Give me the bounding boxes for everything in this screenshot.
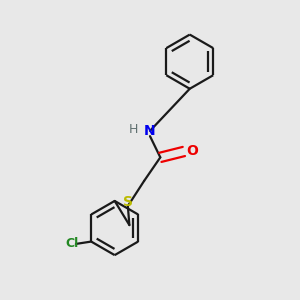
Text: Cl: Cl: [66, 237, 79, 250]
Text: H: H: [129, 123, 139, 136]
Text: N: N: [144, 124, 156, 138]
Text: O: O: [186, 145, 198, 158]
Text: S: S: [123, 194, 133, 208]
